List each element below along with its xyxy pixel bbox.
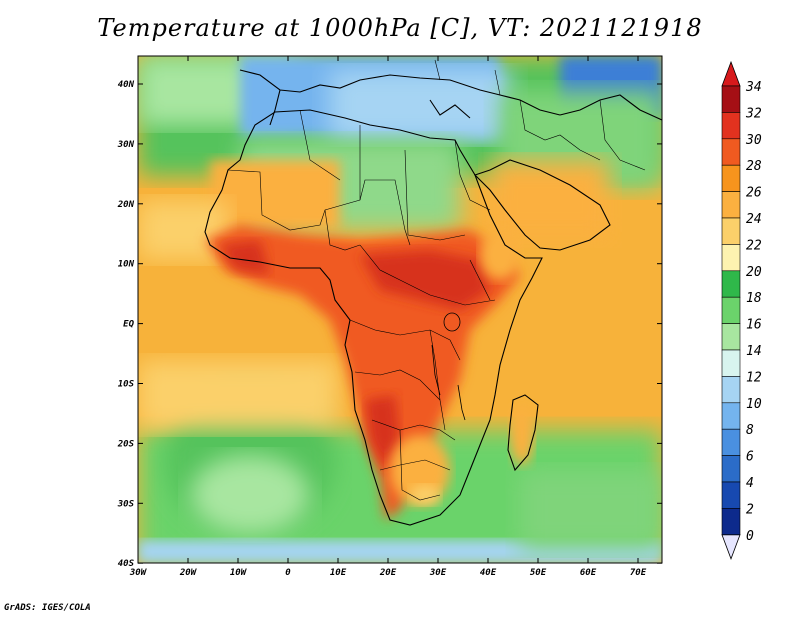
colorbar-label: 30 <box>745 133 762 148</box>
colorbar-swatch <box>721 217 741 245</box>
colorbar-swatch <box>721 428 741 456</box>
colorbar-label: 16 <box>746 318 762 333</box>
lat-tick-label: 10N <box>118 260 135 270</box>
plot-frame <box>137 55 663 564</box>
map-title: Temperature at 1000hPa [C], VT: 20211219… <box>97 14 703 42</box>
latitude-axis: 40N 30N 20N 10N EQ 10S 20S 30S 40S <box>117 80 662 569</box>
lon-tick-label: 20E <box>379 568 397 578</box>
colorbar-swatch <box>721 349 741 377</box>
colorbar-bottom-triangle <box>721 534 741 560</box>
lat-tick-label: 40N <box>118 80 135 90</box>
lon-tick-label: 40E <box>480 568 497 578</box>
colorbar-swatch <box>721 138 741 166</box>
colorbar-label: 2 <box>746 502 754 517</box>
colorbar-label: 20 <box>746 265 762 280</box>
colorbar-label: 18 <box>746 291 762 306</box>
colorbar-label: 22 <box>746 238 762 253</box>
colorbar-label: 24 <box>746 212 762 227</box>
colorbar-swatch <box>721 508 741 536</box>
colorbar-label: 14 <box>746 344 762 359</box>
colorbar-swatch <box>721 323 741 351</box>
lat-tick-label: 20N <box>117 200 135 210</box>
colorbar-label: 26 <box>746 186 762 201</box>
grads-credit: GrADS: IGES/COLA <box>4 603 91 613</box>
lon-tick-label: 50E <box>530 568 547 578</box>
lakes <box>431 312 466 421</box>
colorbar-swatch <box>721 296 741 324</box>
lat-tick-label: 30S <box>117 499 135 509</box>
colorbar-label: 34 <box>745 80 762 95</box>
colorbar-swatch <box>721 481 741 509</box>
lon-tick-label: 10W <box>230 568 248 578</box>
lon-tick-label: 20W <box>179 568 198 578</box>
colorbar-swatch <box>721 191 741 219</box>
colorbar-swatch <box>721 85 741 113</box>
country-borders <box>227 59 646 501</box>
colorbar-label: 10 <box>746 397 762 412</box>
colorbar-label: 6 <box>746 450 754 465</box>
lat-tick-label: 30N <box>117 140 135 150</box>
colorbar-swatch <box>721 455 741 483</box>
colorbar-swatch <box>721 376 741 404</box>
lon-tick-label: 0 <box>285 568 291 578</box>
temperature-field <box>138 56 662 563</box>
colorbar-swatch <box>721 112 741 140</box>
colorbar-label: 12 <box>746 370 762 385</box>
colorbar-top-triangle <box>721 60 741 87</box>
lon-tick-label: 30W <box>129 568 148 578</box>
lon-tick-label: 30E <box>429 568 447 578</box>
colorbar-label: 28 <box>746 159 762 174</box>
longitude-axis: 30W 20W 10W 0 10E 20E 30E 40E 50E 60E 70E <box>129 56 647 578</box>
colorbar-swatch <box>721 164 741 192</box>
lon-tick-label: 10E <box>330 568 347 578</box>
lon-tick-label: 60E <box>580 568 597 578</box>
colorbar-label: 0 <box>746 529 754 544</box>
colorbar-swatch <box>721 244 741 272</box>
colorbar-label: 32 <box>745 106 762 121</box>
lon-tick-label: 70E <box>630 568 647 578</box>
coastlines <box>204 69 663 526</box>
colorbar-swatch <box>721 270 741 298</box>
lat-tick-label: EQ <box>123 320 134 330</box>
lat-tick-label: 20S <box>117 439 135 449</box>
colorbar-label: 4 <box>746 476 754 491</box>
colorbar-swatch <box>721 402 741 430</box>
colorbar-label: 8 <box>746 423 754 438</box>
lat-tick-label: 10S <box>118 380 135 390</box>
lat-tick-label: 40S <box>118 559 135 569</box>
